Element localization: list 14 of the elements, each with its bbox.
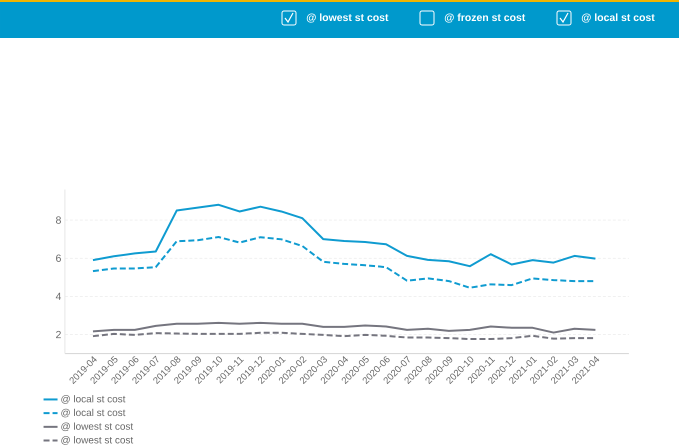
legend-label: @ local st cost (61, 408, 126, 418)
text: @ lowest st cost (306, 13, 388, 23)
text: @ local st cost (582, 13, 655, 23)
line-series (92, 236, 596, 289)
legend-label: @ local st cost (61, 395, 126, 404)
line-series (92, 322, 596, 334)
text: @ frozen st cost (444, 13, 526, 23)
y-tick-label: 4 (56, 292, 62, 300)
y-tick-label: 6 (56, 254, 61, 262)
legend-label: @ lowest st cost (61, 436, 134, 445)
y-tick-label: 8 (56, 216, 61, 224)
y-tick-label: 2 (56, 330, 61, 338)
line-series (92, 204, 596, 268)
legend-label: @ lowest st cost (61, 422, 134, 432)
